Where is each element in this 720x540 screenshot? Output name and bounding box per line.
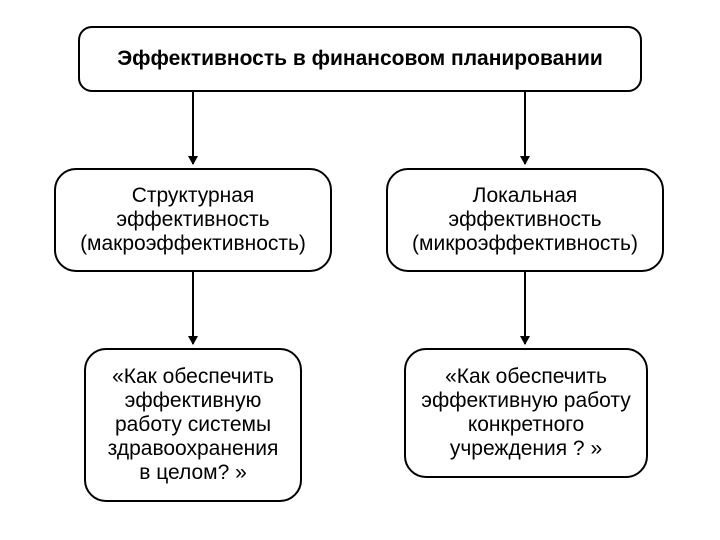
title-node: Эффективность в финансовом планировании — [78, 26, 642, 92]
right-bottom-line2: эффективную работу — [421, 389, 631, 413]
arrow-right-mid-to-bottom — [524, 272, 526, 344]
right-mid-line2: эффективность — [412, 208, 638, 232]
right-bottom-line3: конкретного — [421, 413, 631, 437]
left-bottom-line4: здравоохранения — [108, 437, 279, 461]
right-mid-content: Локальная эффективность (микроэффективно… — [412, 184, 638, 256]
left-mid-line1: Структурная — [80, 184, 306, 208]
left-bottom-line1: «Как обеспечить — [108, 365, 279, 389]
left-mid-line3: (макроэффективность) — [80, 232, 306, 256]
left-bottom-line3: работу системы — [108, 413, 279, 437]
left-bottom-line2: эффективную — [108, 389, 279, 413]
right-mid-node: Локальная эффективность (микроэффективно… — [386, 168, 664, 272]
right-mid-line1: Локальная — [412, 184, 638, 208]
arrow-left-mid-to-bottom — [192, 272, 194, 344]
left-bottom-content: «Как обеспечить эффективную работу систе… — [108, 365, 279, 485]
left-mid-line2: эффективность — [80, 208, 306, 232]
right-bottom-node: «Как обеспечить эффективную работу конкр… — [404, 348, 648, 478]
title-text: Эффективность в финансовом планировании — [117, 47, 603, 71]
arrow-title-to-left — [192, 92, 194, 164]
left-bottom-node: «Как обеспечить эффективную работу систе… — [84, 348, 302, 502]
arrow-title-to-right — [524, 92, 526, 164]
right-bottom-line1: «Как обеспечить — [421, 365, 631, 389]
right-bottom-content: «Как обеспечить эффективную работу конкр… — [421, 365, 631, 461]
right-mid-line3: (микроэффективность) — [412, 232, 638, 256]
left-mid-node: Структурная эффективность (макроэффектив… — [54, 168, 332, 272]
right-bottom-line4: учреждения ? » — [421, 437, 631, 461]
left-mid-content: Структурная эффективность (макроэффектив… — [80, 184, 306, 256]
left-bottom-line5: в целом? » — [108, 461, 279, 485]
